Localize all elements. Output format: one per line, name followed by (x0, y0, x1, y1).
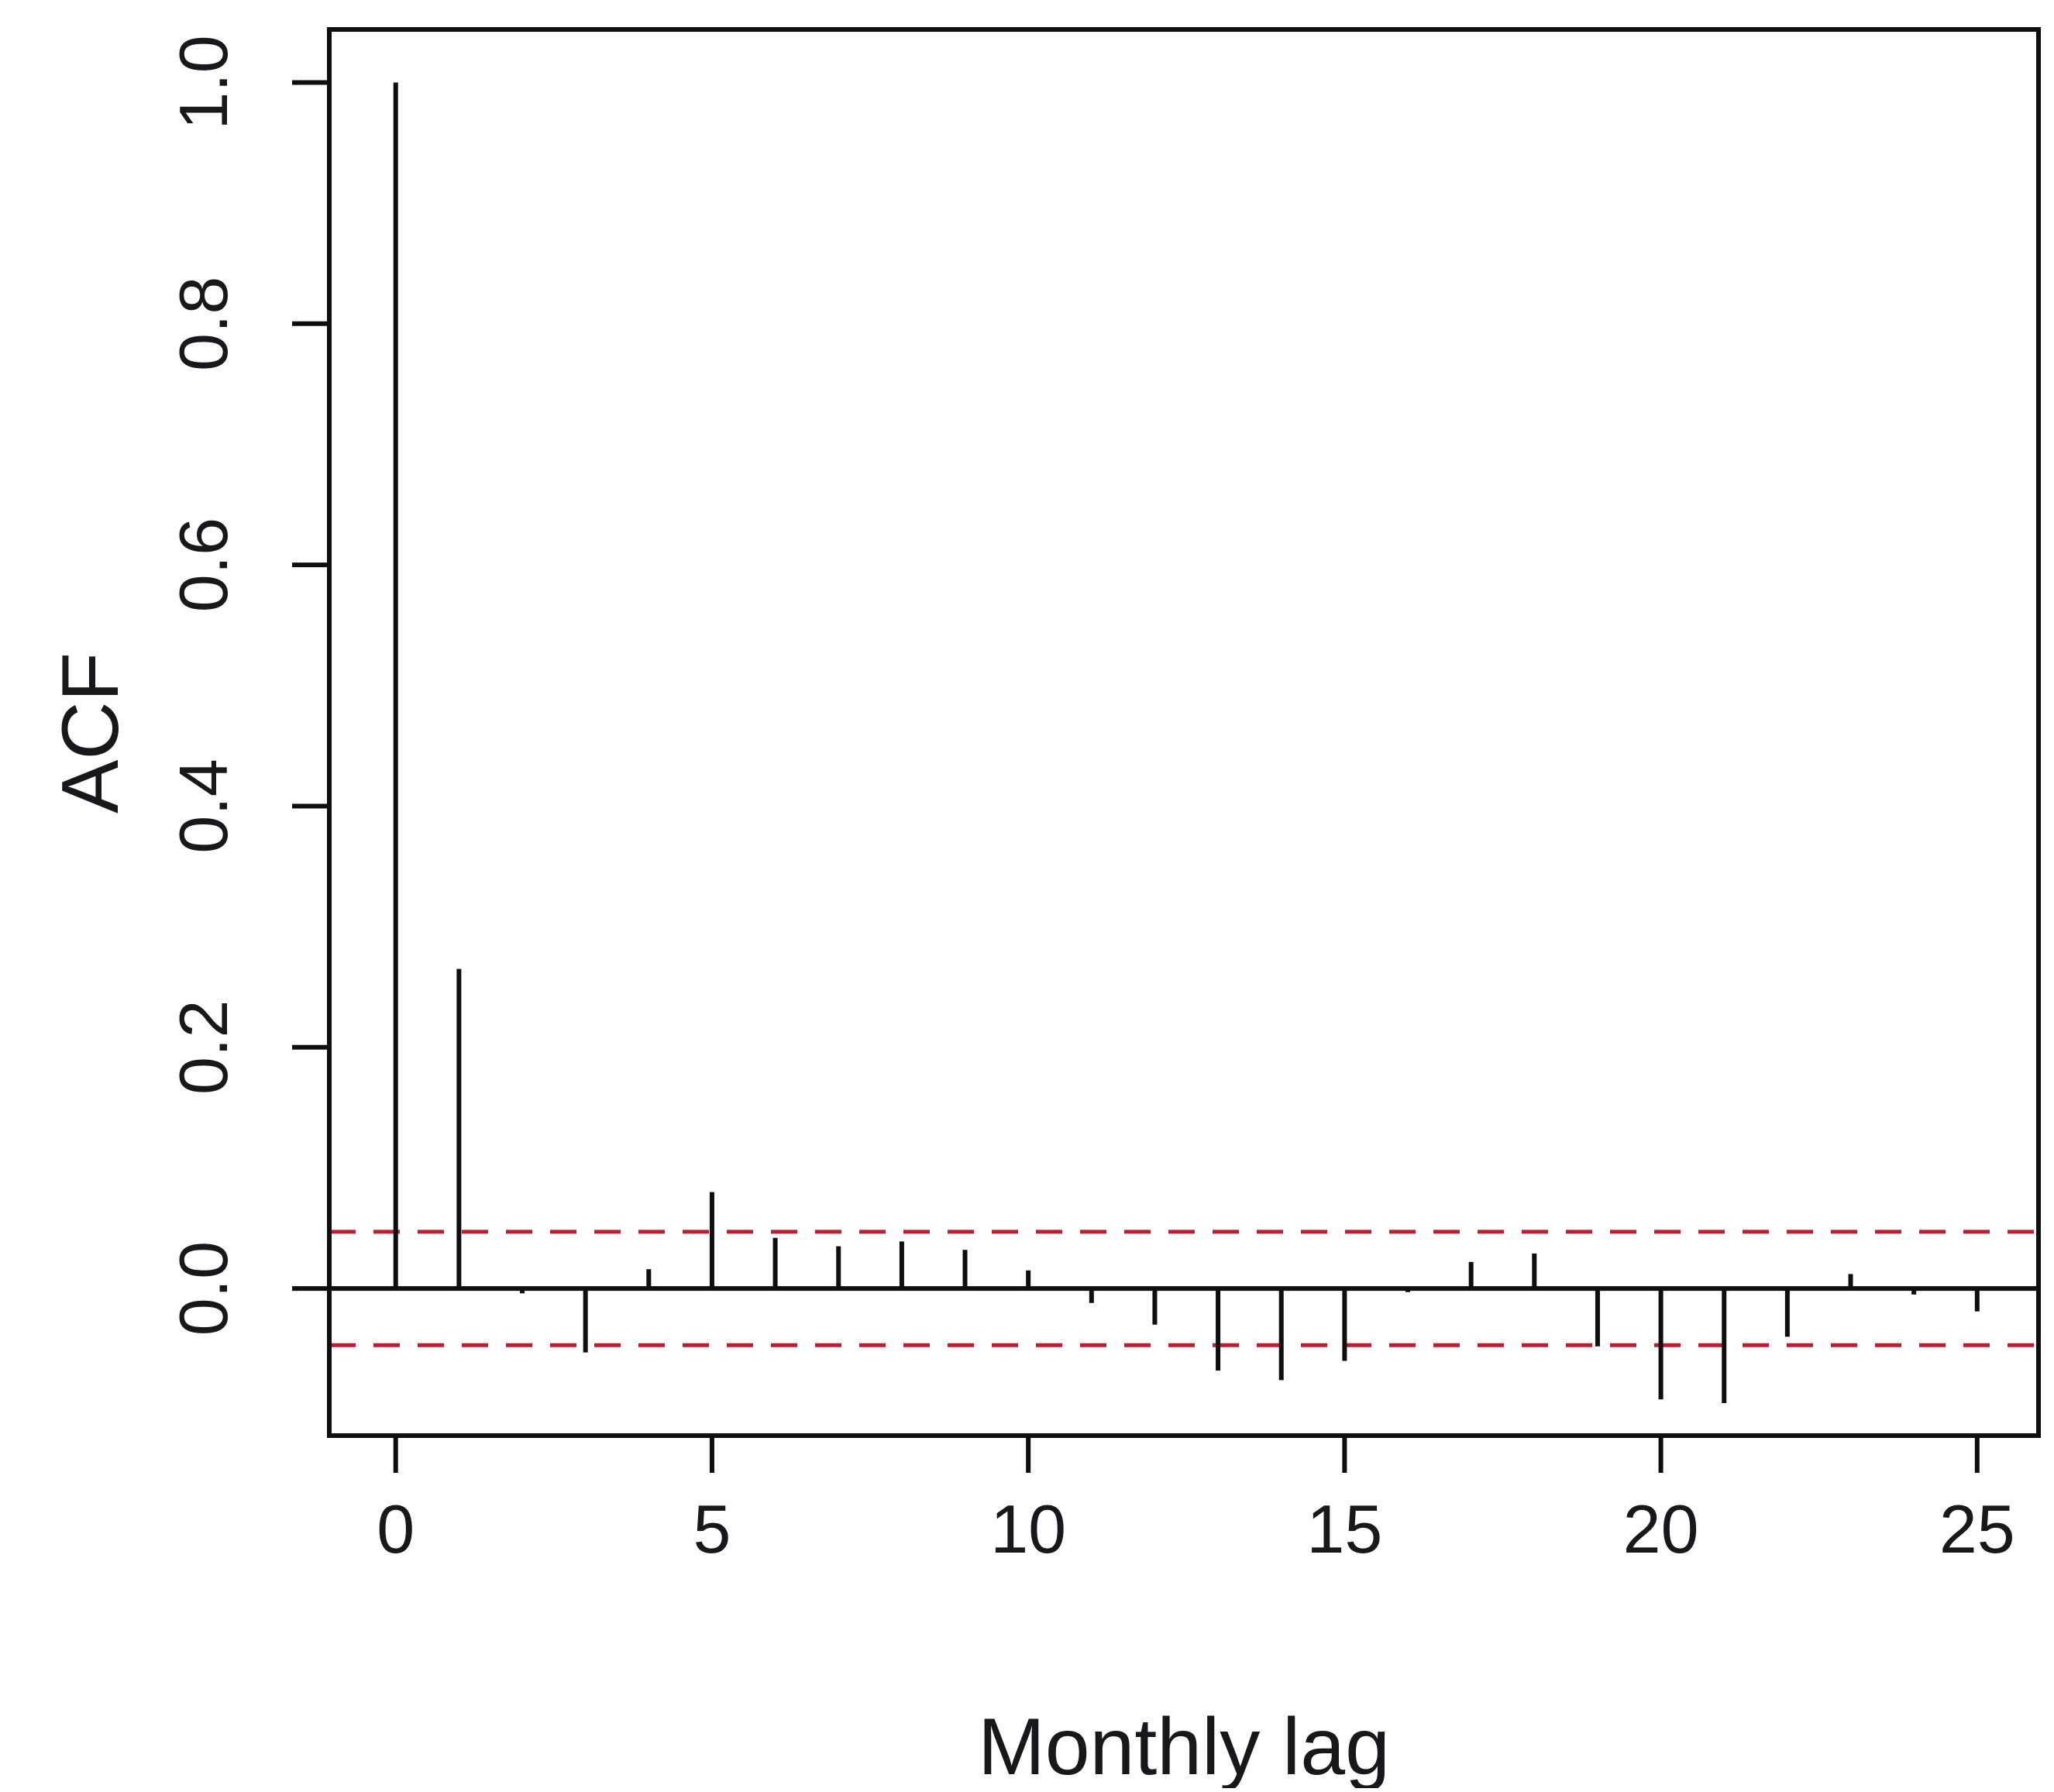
plot-border (327, 27, 2041, 1438)
x-tick-label-25: 25 (1939, 1491, 2015, 1567)
plot-generated-layer: 0 5 10 15 20 25 0.0 0.2 0.4 0.6 0.8 1.0 (165, 27, 2041, 1567)
y-axis-label: ACF (46, 652, 136, 813)
y-tick-label-0.8: 0.8 (165, 277, 242, 371)
x-tick-label-15: 15 (1306, 1491, 1382, 1567)
y-tick-label-0.6: 0.6 (165, 518, 242, 612)
x-tick-label-10: 10 (990, 1491, 1066, 1567)
y-tick-label-1.0: 1.0 (165, 35, 242, 129)
y-tick-label-0.4: 0.4 (165, 758, 242, 853)
x-tick-label-5: 5 (693, 1491, 731, 1567)
x-tick-label-0: 0 (377, 1491, 415, 1567)
x-axis-label: Monthly lag (978, 1702, 1390, 1788)
y-tick-label-0.2: 0.2 (165, 1000, 242, 1095)
x-tick-label-20: 20 (1623, 1491, 1699, 1567)
y-tick-label-0.0: 0.0 (165, 1241, 242, 1336)
